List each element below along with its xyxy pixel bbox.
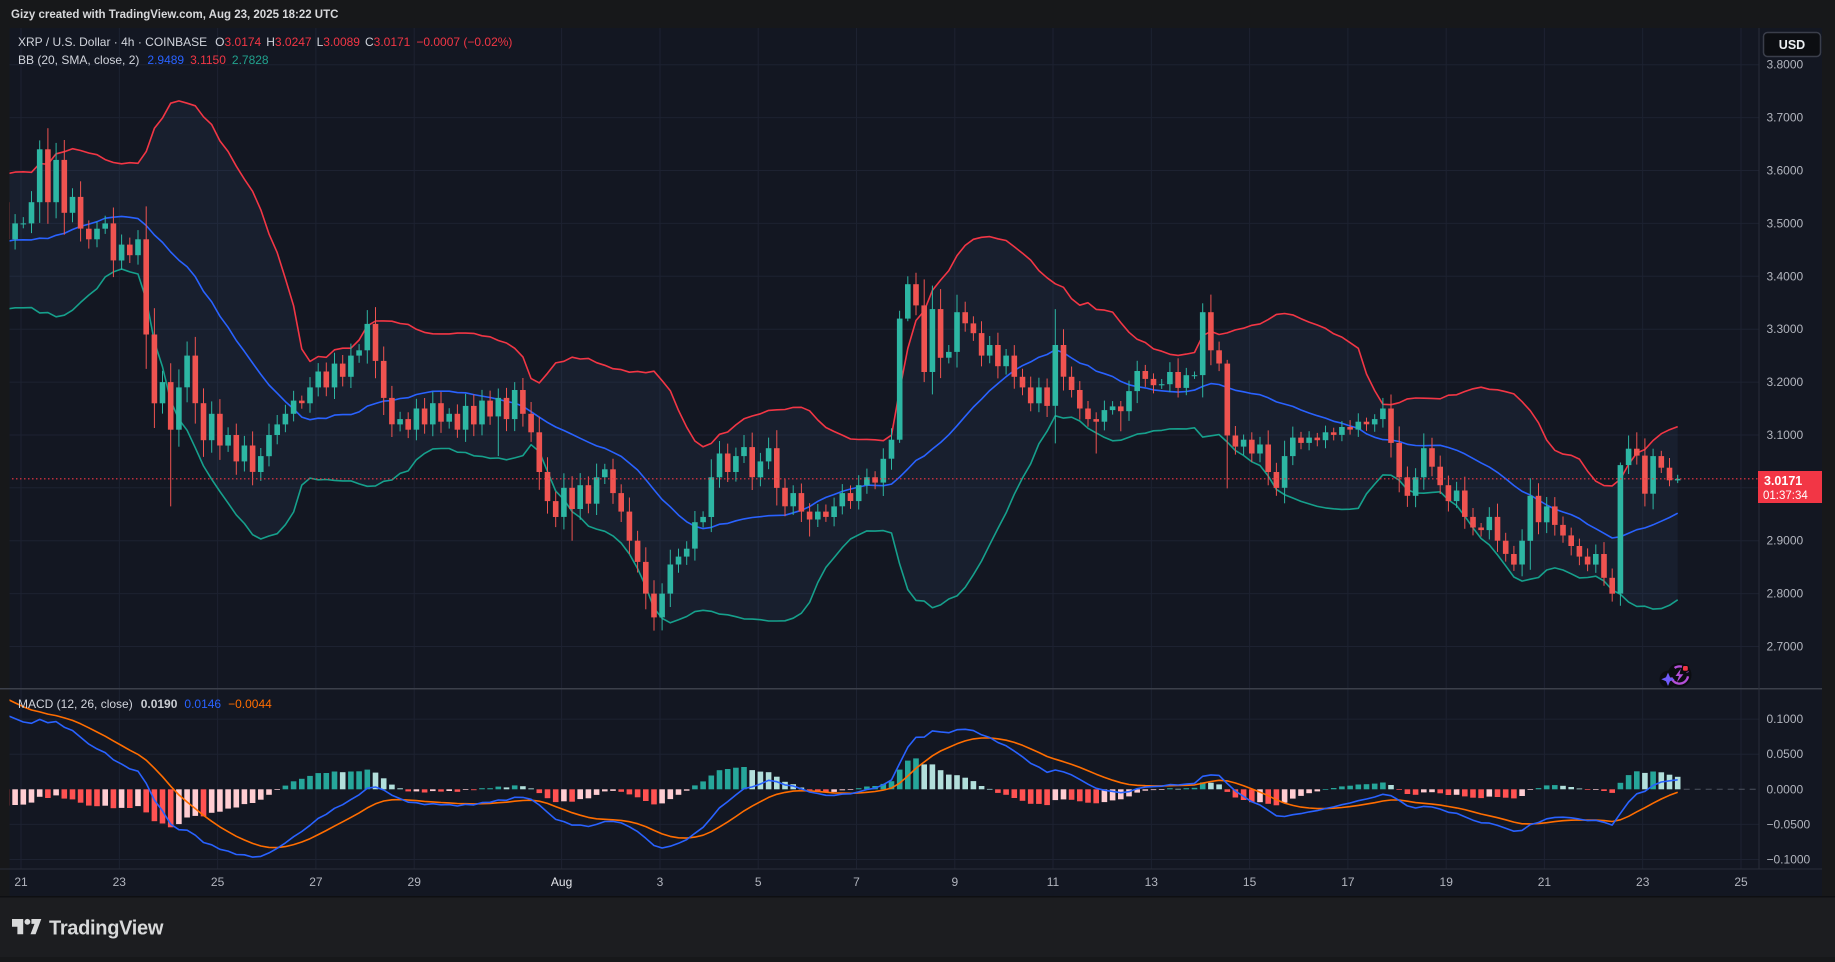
svg-text:−0.1000: −0.1000 [1767,853,1811,867]
svg-text:3.4000: 3.4000 [1767,269,1804,283]
svg-text:23: 23 [113,875,127,889]
svg-text:2.9000: 2.9000 [1767,534,1804,548]
svg-text:3.2000: 3.2000 [1767,375,1804,389]
svg-text:3: 3 [657,875,664,889]
svg-text:2.7000: 2.7000 [1767,640,1804,654]
svg-text:19: 19 [1440,875,1454,889]
svg-text:−0.0500: −0.0500 [1767,817,1811,831]
svg-text:25: 25 [211,875,225,889]
svg-text:XRP / U.S. Dollar · 4h · COINB: XRP / U.S. Dollar · 4h · COINBASE O3.0174… [18,35,512,49]
svg-text:3.6000: 3.6000 [1767,164,1804,178]
svg-text:3.5000: 3.5000 [1767,216,1804,230]
svg-text:3.1000: 3.1000 [1767,428,1804,442]
svg-text:25: 25 [1734,875,1748,889]
svg-text:21: 21 [1538,875,1552,889]
svg-text:9: 9 [951,875,958,889]
svg-text:3.7000: 3.7000 [1767,111,1804,125]
svg-text:15: 15 [1243,875,1257,889]
svg-text:5: 5 [755,875,762,889]
svg-text:17: 17 [1341,875,1355,889]
svg-text:TradingView: TradingView [49,918,164,940]
svg-text:2.8000: 2.8000 [1767,587,1804,601]
svg-text:29: 29 [408,875,422,889]
svg-text:3.0171: 3.0171 [1764,474,1802,488]
svg-text:7: 7 [853,875,860,889]
svg-text:Aug: Aug [551,875,572,889]
svg-text:13: 13 [1145,875,1159,889]
svg-text:23: 23 [1636,875,1650,889]
svg-text:USD: USD [1779,38,1805,52]
svg-text:Gizy created with TradingView.: Gizy created with TradingView.com, Aug 2… [11,9,338,21]
svg-text:3.3000: 3.3000 [1767,322,1804,336]
svg-text:0.0000: 0.0000 [1767,782,1804,796]
svg-text:01:37:34: 01:37:34 [1763,490,1808,502]
svg-text:11: 11 [1047,875,1060,889]
svg-text:0.0500: 0.0500 [1767,747,1804,761]
svg-text:3.8000: 3.8000 [1767,58,1804,72]
svg-text:21: 21 [14,875,28,889]
svg-text:27: 27 [309,875,323,889]
svg-text:0.1000: 0.1000 [1767,712,1804,726]
